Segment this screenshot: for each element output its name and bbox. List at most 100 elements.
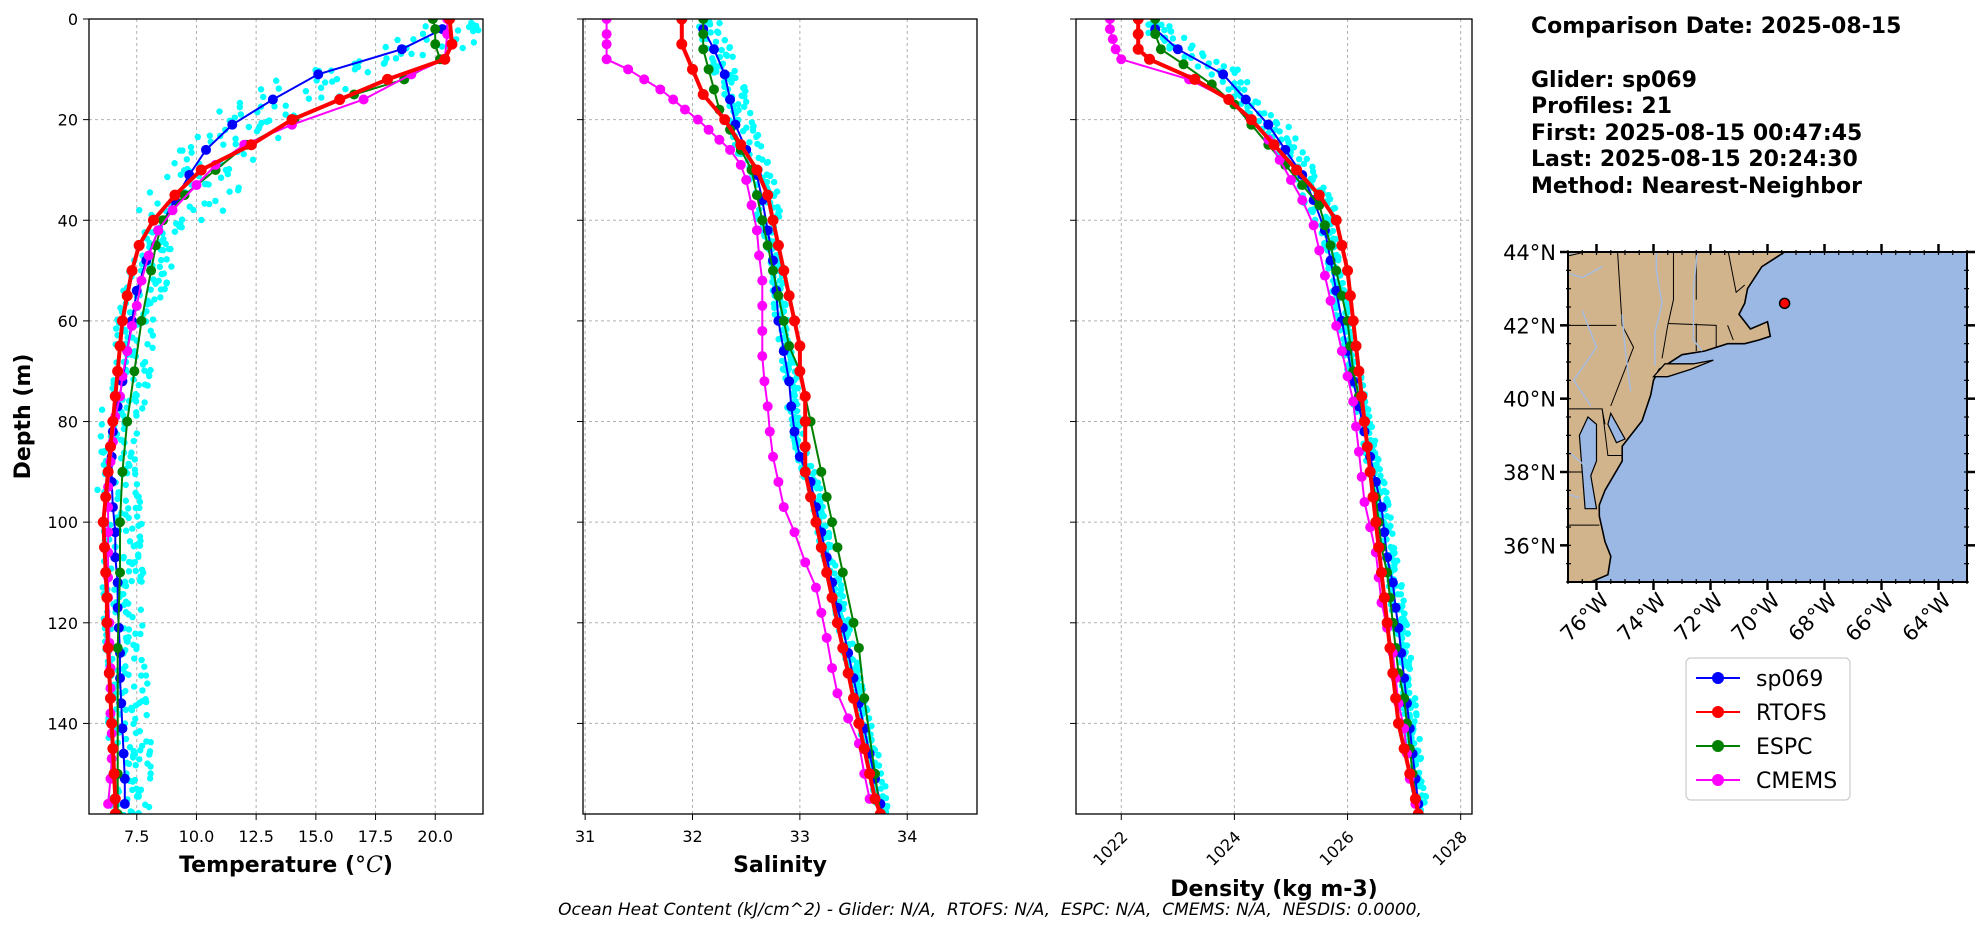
series-point-espc <box>427 19 438 24</box>
raw-point <box>147 770 154 777</box>
series-point-espc <box>784 341 795 352</box>
series-point-cmems <box>167 205 178 216</box>
series-point-sp069 <box>1387 577 1398 588</box>
raw-point <box>179 147 186 154</box>
raw-point <box>1161 26 1168 34</box>
series-point-espc <box>112 642 123 653</box>
series-point-espc <box>837 567 848 578</box>
raw-point <box>133 645 140 653</box>
series-point-sp069 <box>1240 94 1251 105</box>
x-tick-label: 32 <box>682 827 702 846</box>
raw-point <box>1292 135 1299 142</box>
series-espc <box>112 19 446 814</box>
state-border <box>1601 409 1606 425</box>
raw-point <box>1241 86 1248 93</box>
raw-point <box>1290 144 1298 151</box>
raw-point <box>125 568 133 575</box>
series-point-cmems <box>358 94 369 105</box>
raw-point <box>129 754 137 761</box>
state-border <box>1667 323 1717 348</box>
raw-point <box>770 178 778 186</box>
raw-point <box>138 742 146 750</box>
raw-point <box>115 490 122 498</box>
series-point-rtofs <box>1132 43 1144 55</box>
y-tick-label: 40 <box>58 211 78 230</box>
series-point-rtofs <box>1390 692 1402 704</box>
series-point-cmems <box>1104 24 1115 35</box>
raw-point <box>321 79 329 86</box>
plot-area <box>94 19 483 814</box>
series-point-cmems <box>1104 19 1115 24</box>
nova-scotia <box>1867 234 1901 245</box>
series-point-rtofs <box>444 19 456 25</box>
x-tick-label: 20.0 <box>417 827 453 846</box>
raw-point <box>98 406 106 413</box>
x-tick-label: 12.5 <box>238 827 274 846</box>
series-point-espc <box>129 366 140 377</box>
raw-point <box>122 328 129 335</box>
raw-point <box>125 505 132 512</box>
raw-point <box>826 543 833 551</box>
raw-point <box>816 492 823 500</box>
series-point-cmems <box>1319 270 1330 281</box>
series-point-sp069 <box>708 44 719 55</box>
series-point-espc <box>816 466 827 477</box>
raw-point <box>125 626 133 633</box>
series-point-cmems <box>1308 220 1319 231</box>
x-tick-label: 34 <box>897 827 917 846</box>
raw-point <box>1404 630 1411 637</box>
raw-point <box>183 156 191 163</box>
legend-marker <box>1712 774 1724 786</box>
raw-point <box>342 85 349 93</box>
raw-point <box>135 551 142 558</box>
raw-point <box>131 456 139 463</box>
series-point-espc <box>430 39 441 50</box>
raw-point <box>206 132 213 139</box>
raw-point <box>780 366 788 374</box>
series-point-espc <box>430 24 441 35</box>
series-point-espc <box>136 315 147 326</box>
last-time: Last: 2025-08-15 20:24:30 <box>1531 147 1858 172</box>
legend-box <box>1685 657 1851 801</box>
x-tick-label: 1026 <box>1316 827 1358 869</box>
series-point-cmems <box>714 134 725 145</box>
raw-point <box>771 311 779 318</box>
series-point-rtofs <box>109 390 121 402</box>
raw-point <box>164 173 171 181</box>
series-point-espc <box>1319 220 1330 231</box>
raw-point <box>178 224 185 231</box>
raw-point <box>141 358 149 366</box>
series-point-rtofs <box>1378 592 1390 604</box>
series-sp069 <box>698 24 886 809</box>
series-point-sp069 <box>112 602 123 613</box>
raw-point <box>137 573 144 580</box>
raw-point <box>1180 34 1188 42</box>
series-point-rtofs <box>864 768 876 780</box>
legend-marker <box>1712 740 1724 752</box>
raw-point <box>1300 160 1308 168</box>
x-axis-label: Density (kg m-3) <box>1170 877 1378 902</box>
series-point-sp069 <box>719 69 730 80</box>
raw-point <box>130 683 138 690</box>
series-point-rtofs <box>1392 717 1404 729</box>
series-point-rtofs <box>1132 19 1144 25</box>
series-point-espc <box>768 265 779 276</box>
raw-point <box>1400 597 1407 604</box>
raw-point <box>133 430 141 437</box>
raw-point <box>144 680 151 687</box>
raw-point <box>1158 21 1165 29</box>
series-point-cmems <box>1331 320 1342 331</box>
raw-point <box>333 75 341 83</box>
river <box>1568 266 1603 279</box>
raw-point <box>1208 71 1215 78</box>
series-point-espc <box>1297 180 1308 191</box>
raw-point <box>712 66 720 74</box>
map-x-tick-label: 68°W <box>1784 588 1842 646</box>
raw-point <box>469 27 477 35</box>
footer-ohc: Ocean Heat Content (kJ/cm^2) - Glider: N… <box>558 900 1422 920</box>
state-border <box>1661 252 1674 359</box>
raw-point <box>470 39 478 46</box>
x-tick-label: 1022 <box>1089 827 1131 869</box>
raw-point <box>147 286 154 293</box>
raw-point <box>122 735 130 743</box>
